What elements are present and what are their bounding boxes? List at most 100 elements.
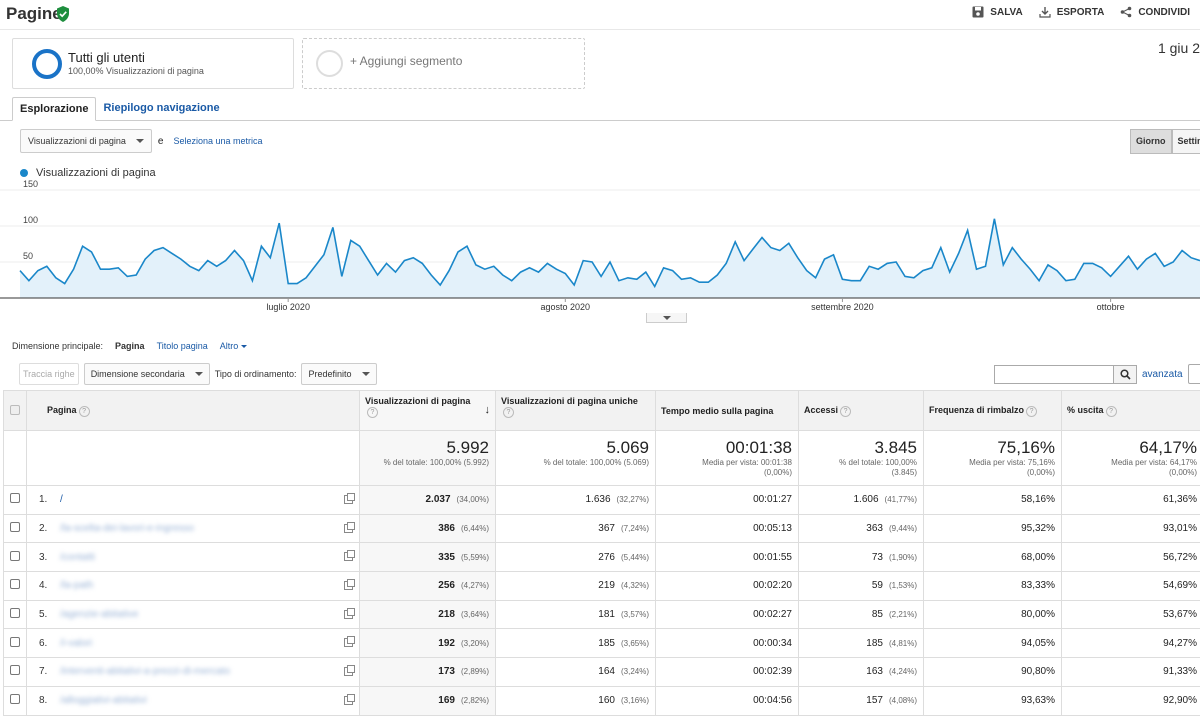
entrances-percent: (1,90%): [889, 553, 917, 562]
page-path-link[interactable]: /interventi-abitativi-a-prezzi-di-mercat…: [60, 666, 230, 677]
unique-pageviews-value: 367: [598, 523, 615, 534]
total-value: 5.069: [502, 438, 649, 458]
save-button[interactable]: SALVA: [972, 6, 1022, 18]
unique-pageviews-cell: 276(5,44%): [496, 543, 656, 572]
page-path-link[interactable]: /agenzie-abitative: [60, 609, 138, 620]
row-checkbox[interactable]: [10, 493, 20, 503]
totals-empty-cell: [4, 431, 27, 486]
search-button[interactable]: [1113, 366, 1136, 383]
page-path-link[interactable]: /la-path: [60, 580, 93, 591]
row-checkbox[interactable]: [10, 637, 20, 647]
table-search-input[interactable]: [995, 366, 1113, 383]
row-checkbox-cell: [4, 686, 27, 715]
pageviews-cell: 2.037(34,00%): [360, 486, 496, 515]
pageviews-percent: (2,89%): [461, 667, 489, 676]
plot-rows-button[interactable]: Traccia righe: [19, 363, 79, 385]
select-all-checkbox[interactable]: [10, 405, 20, 415]
segment-all-users[interactable]: Tutti gli utenti 100,00% Visualizzazioni…: [12, 38, 294, 89]
x-tick-label: agosto 2020: [541, 302, 591, 312]
row-checkbox[interactable]: [10, 665, 20, 675]
help-icon[interactable]: ?: [1106, 406, 1117, 417]
column-header-pageviews[interactable]: Visualizzazioni di pagina?↓: [360, 391, 496, 431]
page-path-link[interactable]: /alloggiativi-abitativi: [60, 695, 147, 706]
open-external-icon[interactable]: [344, 667, 353, 676]
save-label: SALVA: [990, 7, 1022, 18]
help-icon[interactable]: ?: [503, 407, 514, 418]
page-path-link[interactable]: /contatti: [60, 552, 95, 563]
open-external-icon[interactable]: [344, 696, 353, 705]
help-icon[interactable]: ?: [840, 406, 851, 417]
open-external-icon[interactable]: [344, 495, 353, 504]
page-path-link[interactable]: /la-scelta-dei-lavori-e-ingresso: [60, 523, 194, 534]
sort-type-dropdown[interactable]: Predefinito: [301, 363, 376, 385]
column-label: Visualizzazioni di pagina: [365, 396, 470, 406]
export-button[interactable]: ESPORTA: [1039, 6, 1105, 18]
collapse-chart-toggle[interactable]: [646, 313, 687, 323]
row-number: 3.: [39, 552, 60, 563]
open-external-icon[interactable]: [344, 610, 353, 619]
column-header-avg-time[interactable]: Tempo medio sulla pagina: [656, 391, 799, 431]
dimension-other-menu[interactable]: Altro: [220, 341, 248, 351]
search-icon: [1120, 369, 1131, 380]
tab-navigation-summary[interactable]: Riepilogo navigazione: [96, 97, 226, 121]
open-external-icon[interactable]: [344, 552, 353, 561]
primary-dimension-label: Dimensione principale:: [12, 341, 103, 351]
column-header-entrances[interactable]: Accessi?: [799, 391, 924, 431]
entrances-cell: 85(2,21%): [799, 600, 924, 629]
row-checkbox[interactable]: [10, 551, 20, 561]
tab-explorer[interactable]: Esplorazione: [12, 97, 96, 121]
column-header-unique-pageviews[interactable]: Visualizzazioni di pagina uniche?: [496, 391, 656, 431]
segment-subtitle: 100,00% Visualizzazioni di pagina: [68, 66, 204, 76]
unique-pageviews-percent: (5,44%): [621, 553, 649, 562]
page-path-link[interactable]: /i-valori: [60, 638, 92, 649]
select-metric-link[interactable]: Seleziona una metrica: [173, 136, 262, 146]
column-header-page[interactable]: Pagina?: [27, 391, 360, 431]
open-external-icon[interactable]: [344, 638, 353, 647]
date-range-picker[interactable]: 1 giu 2: [1158, 40, 1200, 56]
row-checkbox[interactable]: [10, 694, 20, 704]
row-number: 4.: [39, 580, 60, 591]
advanced-filter-link[interactable]: avanzata: [1142, 369, 1183, 380]
row-checkbox[interactable]: [10, 579, 20, 589]
unique-pageviews-value: 181: [598, 609, 615, 620]
unique-pageviews-percent: (3,24%): [621, 667, 649, 676]
entrances-value: 73: [872, 552, 883, 563]
metric-dropdown[interactable]: Visualizzazioni di pagina: [20, 129, 152, 153]
share-button[interactable]: CONDIVIDI: [1120, 6, 1190, 18]
exit-rate-cell: 94,27%: [1062, 629, 1200, 658]
total-sub: (0,00%): [1068, 468, 1197, 478]
report-header: Pagine SALVA ESPORTA CONDIVIDI: [0, 0, 1200, 30]
row-checkbox[interactable]: [10, 608, 20, 618]
page-cell: 2./la-scelta-dei-lavori-e-ingresso: [27, 514, 360, 543]
help-icon[interactable]: ?: [79, 406, 90, 417]
add-segment-button[interactable]: + Aggiungi segmento: [302, 38, 585, 89]
unique-pageviews-value: 164: [598, 666, 615, 677]
open-external-icon[interactable]: [344, 524, 353, 533]
dimension-page[interactable]: Pagina: [115, 341, 145, 351]
page-path-link[interactable]: /: [60, 494, 63, 505]
segment-title: Tutti gli utenti: [68, 50, 145, 65]
total-cell: 3.845% del totale: 100,00%(3.845): [799, 431, 924, 486]
unique-pageviews-value: 185: [598, 638, 615, 649]
secondary-dimension-dropdown[interactable]: Dimensione secondaria: [84, 363, 210, 385]
table-row[interactable]: 7./interventi-abitativi-a-prezzi-di-merc…: [4, 658, 1200, 687]
column-header-exit-rate[interactable]: % uscita?: [1062, 391, 1200, 431]
open-external-icon[interactable]: [344, 581, 353, 590]
granularity-day-button[interactable]: Giorno: [1130, 129, 1172, 154]
help-icon[interactable]: ?: [1026, 406, 1037, 417]
dimension-page-title[interactable]: Titolo pagina: [157, 341, 208, 351]
entrances-percent: (4,24%): [889, 667, 917, 676]
help-icon[interactable]: ?: [367, 407, 378, 418]
row-checkbox[interactable]: [10, 522, 20, 532]
column-header-bounce-rate[interactable]: Frequenza di rimbalzo?: [924, 391, 1062, 431]
granularity-week-button[interactable]: Settim: [1172, 129, 1200, 154]
table-view-toggle[interactable]: [1188, 364, 1200, 384]
segment-ring-icon: [32, 49, 62, 79]
